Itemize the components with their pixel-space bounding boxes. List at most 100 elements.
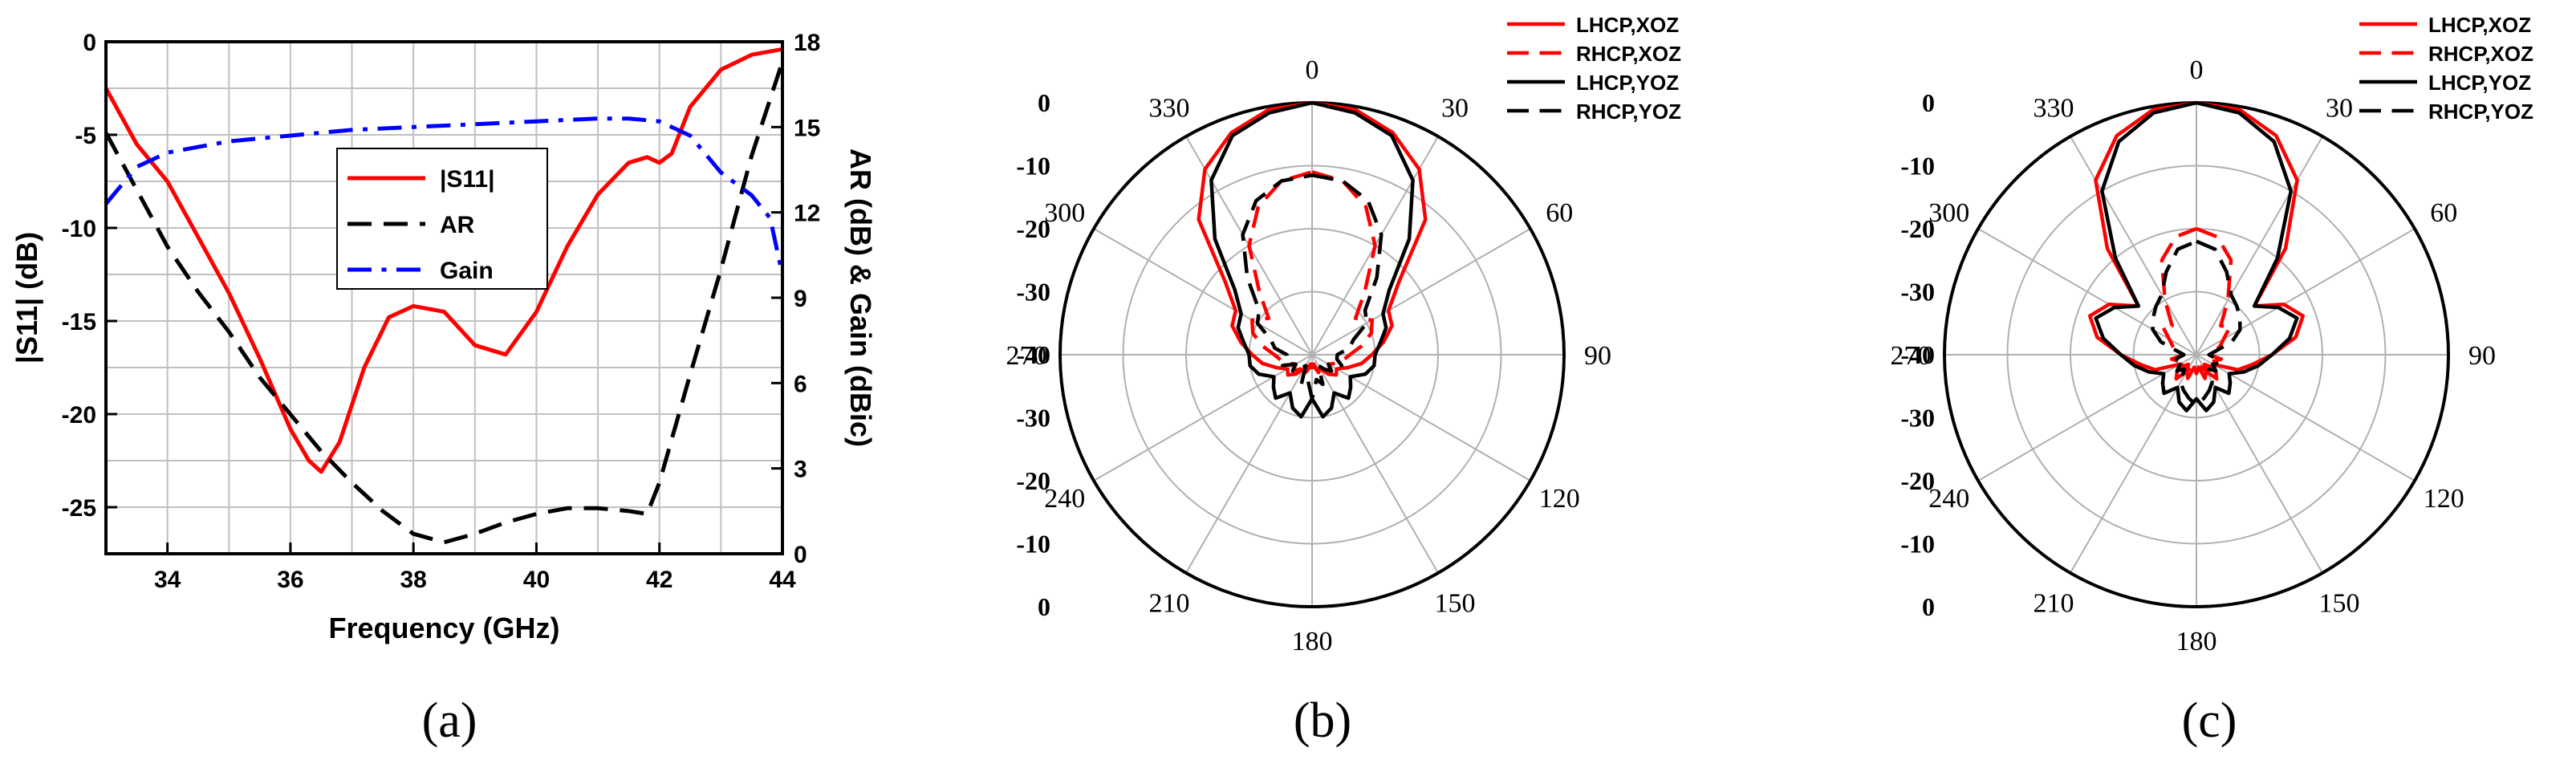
- angle-label: 240: [1928, 484, 1969, 514]
- y-right-tick-label: 15: [794, 115, 820, 141]
- polar-grid-spoke: [1093, 354, 1313, 482]
- polar-grid-spoke: [1311, 228, 1531, 356]
- angle-label: 210: [1149, 588, 1190, 618]
- x-tick-label: 38: [400, 567, 426, 593]
- polar-grid-spoke: [1093, 228, 1313, 356]
- angle-label: 0: [1306, 55, 1319, 85]
- y-right-tick-label: 3: [794, 457, 807, 483]
- angle-label: 240: [1044, 484, 1085, 514]
- legend-label: RHCP,XOZ: [1576, 42, 1681, 66]
- y-right-tick-label: 9: [794, 286, 807, 312]
- legend-label: |S11|: [440, 166, 495, 193]
- radial-label: -30: [1900, 404, 1935, 433]
- y-right-axis-label: AR (dB) & Gain (dBic): [844, 148, 877, 447]
- angle-label: 30: [1441, 94, 1469, 124]
- polar-grid-spoke: [1311, 354, 1439, 574]
- y-tick-label: -20: [62, 402, 96, 429]
- angle-label: 0: [2190, 55, 2204, 85]
- polar-grid-spoke: [1311, 354, 1531, 482]
- panel-label: (a): [422, 693, 477, 748]
- angle-label: 30: [2326, 94, 2353, 124]
- panel-label: (c): [2182, 693, 2237, 748]
- radial-label: 0: [1038, 592, 1050, 621]
- series-line-1: [104, 61, 785, 545]
- y-tick-label: -5: [75, 123, 96, 149]
- y-right-tick-label: 0: [794, 542, 807, 568]
- radial-label: -10: [1900, 530, 1935, 559]
- polar-grid-spoke: [1185, 354, 1313, 574]
- angle-label: 60: [2430, 198, 2457, 228]
- radial-label: -40: [1016, 340, 1050, 369]
- radial-label: -10: [1016, 152, 1050, 181]
- panel-a-line-chart: 34 36 38 40 42 440-5-10-15-20-250369121518Fre…: [10, 30, 877, 748]
- angle-label: 330: [2034, 94, 2074, 124]
- y-right-tick-label: 12: [794, 201, 820, 227]
- y-axis-label: |S11| (dB): [10, 232, 44, 364]
- panel-label: (b): [1294, 693, 1351, 748]
- radial-label: -30: [1900, 278, 1935, 307]
- legend-label: AR: [440, 212, 475, 238]
- angle-label: 150: [2319, 588, 2360, 618]
- series-line-1: [1247, 170, 1377, 375]
- angle-label: 150: [1435, 588, 1476, 618]
- radial-label: 0: [1922, 592, 1935, 621]
- x-tick-label: 44: [769, 567, 796, 593]
- polar-grid-spoke: [2070, 354, 2197, 574]
- legend-label: LHCP,XOZ: [2428, 13, 2531, 37]
- polar-grid-spoke: [2196, 136, 2323, 356]
- legend-label: Gain: [440, 258, 494, 284]
- angle-label: 270: [1891, 341, 1932, 371]
- y-tick-label: -10: [62, 216, 96, 242]
- series-line-3: [2151, 239, 2242, 408]
- angle-label: 330: [1149, 94, 1190, 124]
- legend-label: RHCP,XOZ: [2428, 42, 2533, 66]
- angle-label: 270: [1006, 341, 1047, 371]
- legend-label: LHCP,YOZ: [1576, 71, 1679, 95]
- x-axis-label: Frequency (GHz): [328, 612, 559, 644]
- series-line-0: [2087, 100, 2306, 381]
- polar-grid-spoke: [1977, 354, 2197, 482]
- angle-label: 90: [2468, 341, 2496, 371]
- radial-label: 0: [1922, 88, 1935, 117]
- y-right-tick-label: 18: [794, 30, 820, 56]
- radial-label: 0: [1038, 88, 1050, 117]
- y-right-tick-label: 6: [794, 371, 807, 397]
- legend-label: RHCP,YOZ: [2428, 100, 2533, 124]
- angle-label: 180: [2176, 627, 2217, 656]
- radial-label: -10: [1016, 530, 1050, 559]
- y-tick-label: -15: [62, 309, 96, 335]
- polar-grid-spoke: [2196, 228, 2416, 356]
- radial-label: -30: [1016, 404, 1050, 433]
- series-line-3: [1241, 173, 1383, 401]
- radial-label: -20: [1900, 466, 1935, 495]
- x-tick-label: 40: [523, 567, 550, 593]
- angle-label: 90: [1584, 341, 1611, 371]
- angle-label: 210: [2034, 588, 2074, 618]
- series-line-2: [2094, 100, 2299, 412]
- x-tick-label: 36: [277, 567, 303, 593]
- radial-label: -30: [1016, 278, 1050, 307]
- legend-label: LHCP,XOZ: [1576, 13, 1679, 37]
- angle-label: 300: [1928, 198, 1969, 228]
- series-line-0: [104, 47, 783, 474]
- panel-b-polar-chart: 0 30 60 90 120 150 180 210 240 270 300 330 0 -10 -20 -3…: [1006, 13, 1682, 748]
- polar-grid-spoke: [1977, 228, 2197, 356]
- polar-grid-spoke: [2196, 354, 2323, 574]
- legend-label: RHCP,YOZ: [1576, 100, 1681, 124]
- x-tick-label: 34: [154, 567, 181, 593]
- plot-frame: [104, 40, 784, 555]
- angle-label: 180: [1292, 627, 1333, 656]
- y-tick-label: -25: [62, 495, 96, 522]
- radial-label: -20: [1016, 466, 1050, 495]
- legend-box: [336, 148, 548, 290]
- polar-grid-spoke: [2070, 136, 2197, 356]
- radial-label: -10: [1900, 152, 1935, 181]
- radial-label: -20: [1900, 214, 1935, 243]
- panel-c-polar-chart: 0 30 60 90 120 150 180 210 240 270 300 330 0 -10 -20 -3…: [1891, 13, 2534, 748]
- angle-label: 60: [1546, 198, 1573, 228]
- radial-label: -40: [1900, 340, 1935, 369]
- legend-label: LHCP,YOZ: [2428, 71, 2531, 95]
- series-line-1: [2160, 226, 2233, 373]
- y-tick-label: 0: [83, 30, 96, 56]
